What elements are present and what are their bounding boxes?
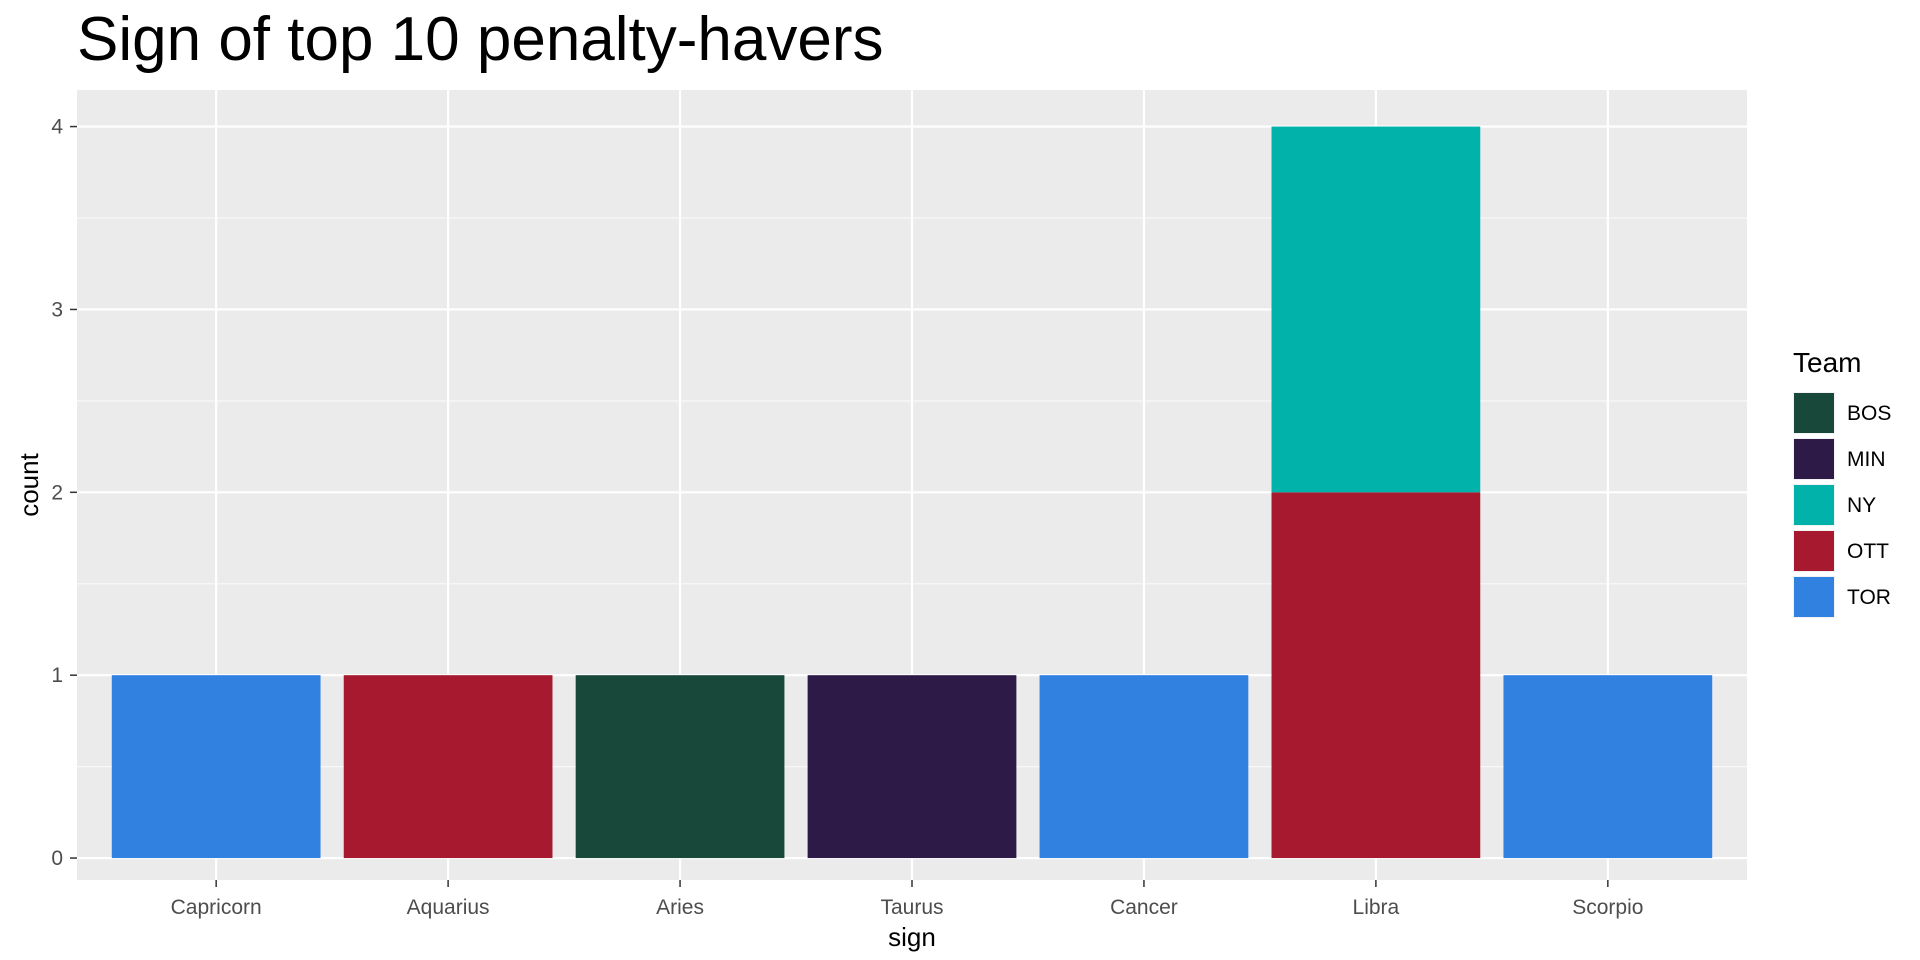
legend-swatch-min [1794, 439, 1834, 479]
legend-swatch-ott [1794, 531, 1834, 571]
legend: Team BOS MIN NY OTT TOR [1793, 347, 1891, 618]
legend-keys: BOS MIN NY OTT TOR [1793, 392, 1891, 618]
x-axis: Capricorn Aquarius Aries Taurus Cancer Libra S… [171, 880, 1643, 919]
y-tick-label: 0 [51, 847, 63, 870]
legend-label-min: MIN [1847, 448, 1886, 471]
bar-bos-aries [575, 675, 785, 859]
x-tick-label: Aquarius [407, 896, 490, 919]
legend-swatch-ny [1794, 485, 1834, 525]
bar-tor-capricorn [111, 675, 321, 859]
legend-swatch-tor [1794, 577, 1834, 617]
y-tick-label: 1 [51, 664, 63, 687]
y-axis-label: count [14, 452, 44, 516]
legend-swatch-bos [1794, 393, 1834, 433]
bar-min-taurus [807, 675, 1017, 859]
y-tick-label: 2 [51, 481, 63, 504]
x-tick-label: Capricorn [171, 896, 262, 919]
bar-tor-cancer [1039, 675, 1249, 859]
legend-label-ott: OTT [1847, 540, 1889, 563]
x-tick-label: Scorpio [1572, 896, 1643, 919]
x-tick-label: Taurus [880, 896, 943, 919]
bar-ny-libra [1271, 126, 1481, 493]
legend-label-bos: BOS [1847, 402, 1891, 425]
chart-title: Sign of top 10 penalty-havers [77, 5, 884, 74]
x-axis-label: sign [888, 922, 936, 952]
legend-label-tor: TOR [1847, 586, 1891, 609]
bar-ott-aquarius [343, 675, 553, 859]
bar-tor-scorpio [1503, 675, 1713, 859]
legend-label-ny: NY [1847, 494, 1876, 517]
y-tick-label: 3 [51, 298, 63, 321]
x-tick-label: Aries [656, 896, 704, 919]
y-tick-label: 4 [51, 116, 63, 139]
bar-ott-libra [1271, 492, 1481, 859]
x-tick-label: Libra [1353, 896, 1400, 919]
bars [111, 126, 1713, 859]
x-tick-label: Cancer [1110, 896, 1178, 919]
y-axis: 0 1 2 3 4 [51, 116, 77, 870]
legend-title: Team [1793, 347, 1861, 378]
